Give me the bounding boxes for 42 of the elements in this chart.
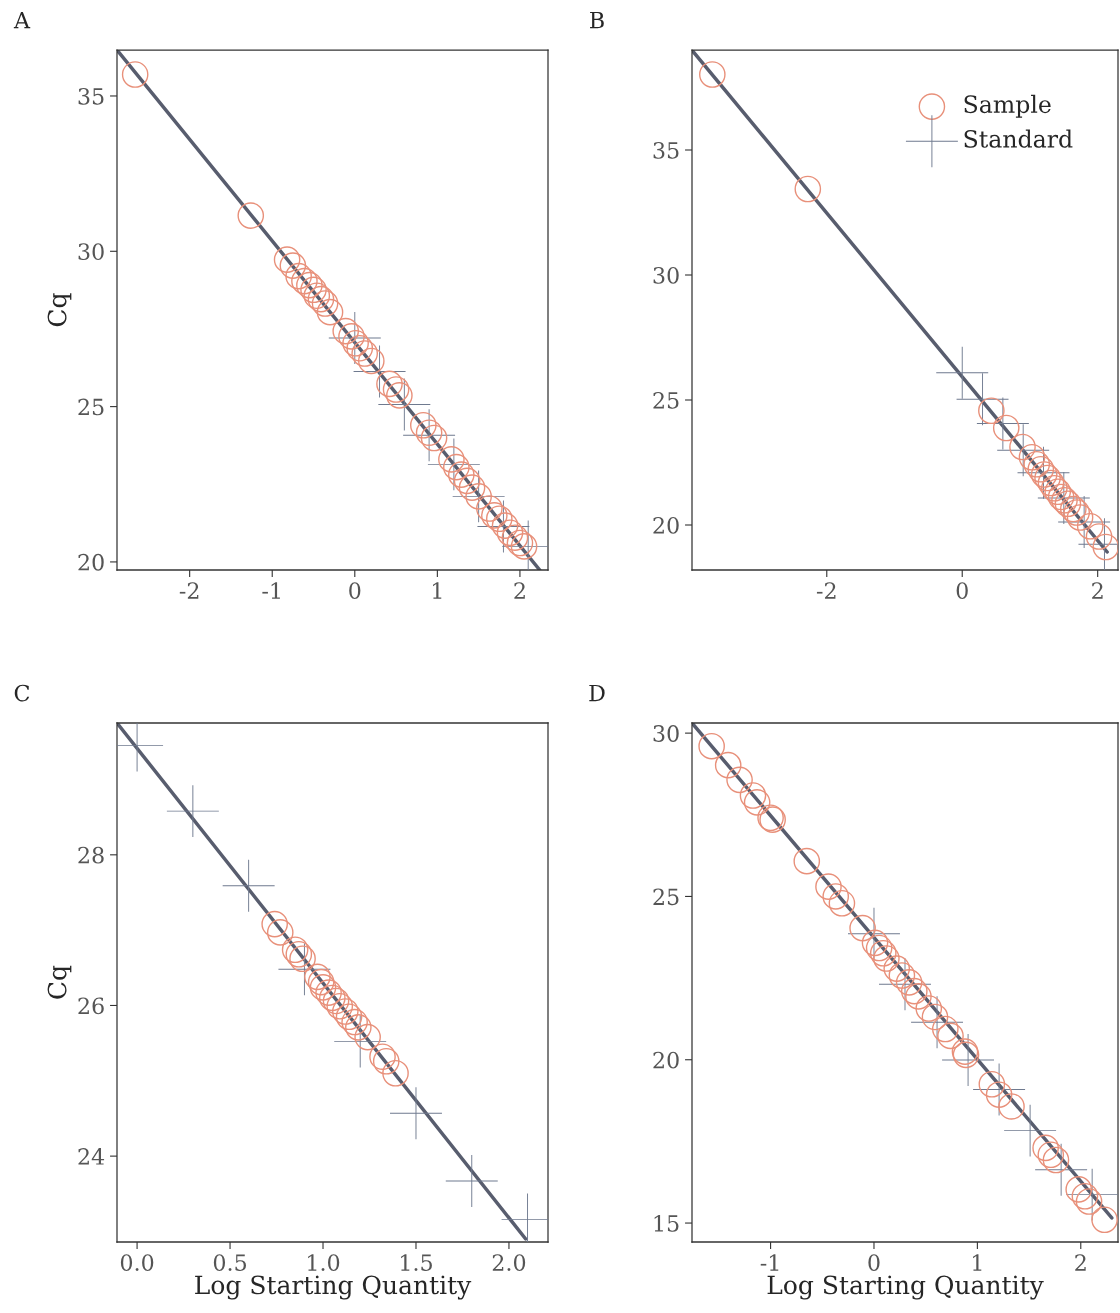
chart-title: B xyxy=(590,11,604,29)
x-tick-label: -2 xyxy=(816,582,836,599)
x-tick-label: 1 xyxy=(973,1254,982,1271)
chart-title: C xyxy=(14,684,30,702)
y-axis-title: Cq xyxy=(47,965,72,999)
legend-label: Standard xyxy=(964,129,1073,148)
x-tick-label: 0 xyxy=(956,582,968,600)
y-tick-label: 26 xyxy=(78,997,104,1015)
y-tick-label: 28 xyxy=(78,846,104,864)
y-tick-label: 20 xyxy=(653,1051,679,1069)
x-tick-label: -1 xyxy=(760,1254,779,1271)
x-tick-label: 1.0 xyxy=(308,1254,340,1272)
y-tick-label: 25 xyxy=(653,391,679,409)
x-tick-label: 0 xyxy=(349,582,361,600)
y-tick-label: 30 xyxy=(653,266,679,284)
y-tick-label: 24 xyxy=(78,1148,105,1165)
y-tick-label: 35 xyxy=(78,87,104,105)
x-tick-label: 2 xyxy=(1075,1254,1086,1271)
y-tick-label: 30 xyxy=(653,725,679,742)
y-tick-label: 25 xyxy=(653,888,679,906)
x-tick-label: 2.0 xyxy=(492,1254,526,1272)
y-axis-title: Cq xyxy=(47,293,72,327)
x-tick-label: 2 xyxy=(514,582,525,599)
x-tick-label: 0.0 xyxy=(120,1254,154,1272)
x-tick-label: -1 xyxy=(262,582,280,599)
chart-title: A xyxy=(13,11,31,29)
y-tick-label: 35 xyxy=(653,141,679,159)
x-axis-title: Log Starting Quantity xyxy=(195,1275,472,1300)
x-tick-label: 2 xyxy=(1092,582,1103,599)
legend-label: Sample xyxy=(964,94,1051,118)
x-tick-label: -2 xyxy=(179,582,199,599)
y-tick-label: 25 xyxy=(78,398,104,416)
chart-title: D xyxy=(589,684,605,702)
x-axis-title: Log Starting Quantity xyxy=(767,1275,1044,1300)
x-tick-label: 0.5 xyxy=(213,1254,246,1272)
y-tick-label: 30 xyxy=(78,243,104,261)
x-tick-label: 1.5 xyxy=(401,1254,432,1272)
x-tick-label: 0 xyxy=(868,1254,880,1272)
y-tick-label: 20 xyxy=(653,516,679,534)
x-tick-label: 1 xyxy=(433,582,442,599)
y-tick-label: 20 xyxy=(78,553,104,571)
y-tick-label: 15 xyxy=(654,1215,679,1232)
